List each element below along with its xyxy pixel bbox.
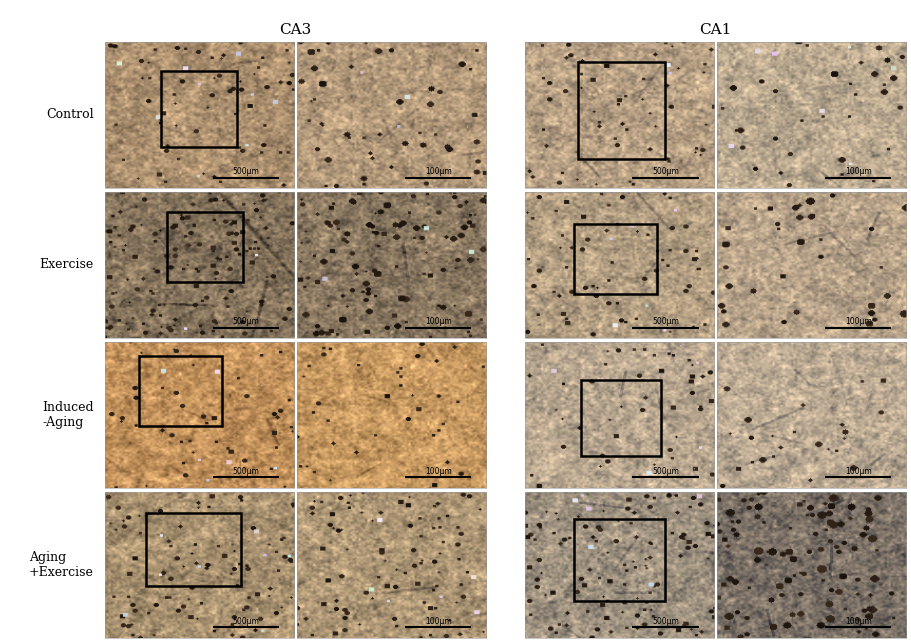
Bar xyxy=(161,71,237,147)
Text: 100μm: 100μm xyxy=(844,617,872,626)
Text: 100μm: 100μm xyxy=(844,167,872,176)
Text: CA1: CA1 xyxy=(700,23,732,37)
Text: 500μm: 500μm xyxy=(232,317,259,326)
Bar xyxy=(138,356,222,426)
Text: 500μm: 500μm xyxy=(652,617,679,626)
Bar xyxy=(167,212,242,282)
Text: 500μm: 500μm xyxy=(232,467,259,476)
Text: CA3: CA3 xyxy=(280,23,312,37)
Text: 500μm: 500μm xyxy=(652,317,679,326)
Bar xyxy=(147,513,241,587)
Text: 100μm: 100μm xyxy=(844,317,872,326)
Bar xyxy=(581,379,660,455)
Text: Control: Control xyxy=(46,108,94,121)
Text: 100μm: 100μm xyxy=(425,617,452,626)
Text: 100μm: 100μm xyxy=(425,317,452,326)
Text: 100μm: 100μm xyxy=(425,467,452,476)
Bar xyxy=(574,519,665,601)
Text: 100μm: 100μm xyxy=(844,467,872,476)
Text: Exercise: Exercise xyxy=(39,258,94,271)
Text: 500μm: 500μm xyxy=(232,617,259,626)
Bar xyxy=(574,224,657,294)
Text: 100μm: 100μm xyxy=(425,167,452,176)
Text: 500μm: 500μm xyxy=(652,167,679,176)
Text: Induced
-Aging: Induced -Aging xyxy=(42,401,94,429)
Text: 500μm: 500μm xyxy=(232,167,259,176)
Text: 500μm: 500μm xyxy=(652,467,679,476)
Text: Aging
+Exercise: Aging +Exercise xyxy=(29,551,94,578)
Bar xyxy=(578,62,665,158)
